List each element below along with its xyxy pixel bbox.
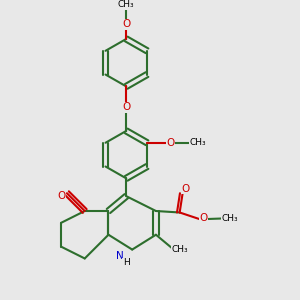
Text: H: H	[123, 258, 130, 267]
Text: O: O	[57, 191, 65, 201]
Text: O: O	[167, 138, 175, 148]
Text: CH₃: CH₃	[189, 138, 206, 147]
Text: CH₃: CH₃	[221, 214, 238, 223]
Text: O: O	[122, 19, 130, 29]
Text: O: O	[182, 184, 190, 194]
Text: CH₃: CH₃	[172, 245, 189, 254]
Text: CH₃: CH₃	[118, 0, 135, 9]
Text: O: O	[199, 213, 208, 224]
Text: O: O	[122, 102, 130, 112]
Text: N: N	[116, 250, 124, 260]
